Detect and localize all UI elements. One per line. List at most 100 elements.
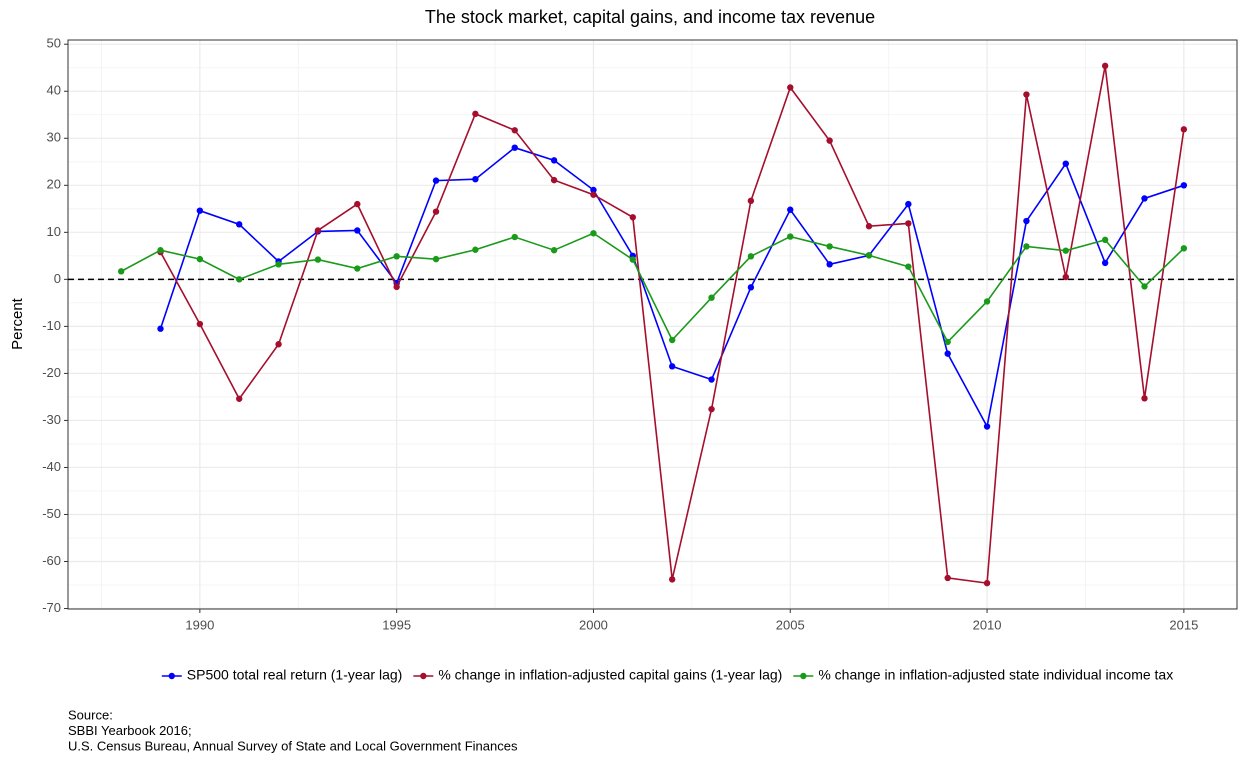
data-point [314,256,322,263]
x-tick-label: 2005 [776,617,805,632]
y-tick-label: -20 [42,365,61,380]
data-point [747,197,755,205]
y-tick-label: -40 [42,459,61,474]
data-point [157,325,164,332]
data-point [1023,91,1030,98]
data-point [432,255,440,263]
legend-swatch [800,672,807,680]
data-point [196,207,204,214]
x-tick-label: 1995 [382,617,411,632]
data-point [1180,126,1188,133]
data-point [590,191,597,198]
y-tick-label: 40 [47,83,61,98]
data-point [1180,182,1188,189]
data-point [236,276,243,283]
data-point [511,127,518,134]
data-point [983,423,991,430]
data-point [747,284,755,291]
y-tick-label: -60 [42,553,61,568]
data-point [1141,395,1148,402]
data-point [787,84,794,91]
data-point [157,247,164,254]
data-point [472,110,479,118]
legend-swatch [420,672,427,680]
legend-label: % change in inflation-adjusted capital g… [438,667,782,683]
data-point [550,176,558,184]
data-point [708,294,715,301]
data-point [708,405,715,413]
legend-label: % change in inflation-adjusted state ind… [818,667,1173,683]
data-point [314,227,322,234]
data-point [472,175,479,183]
data-point [865,252,873,259]
data-point [511,233,518,241]
data-point [826,137,833,144]
data-point [354,227,361,234]
legend-label: SP500 total real return (1-year lag) [187,667,403,683]
caption: Source: [68,707,113,722]
y-axis-label: Percent [9,297,26,350]
data-point [708,376,715,383]
series-line [159,65,1185,585]
x-tick-label: 1990 [185,617,214,632]
y-tick-label: -70 [42,600,61,615]
data-point [1023,217,1030,225]
data-point [117,268,125,275]
data-point [787,233,794,240]
data-point [787,206,794,213]
series-line [120,232,1185,344]
data-point [1141,283,1148,290]
y-tick-label: 0 [54,271,61,286]
data-point [905,220,912,227]
data-point [1101,259,1109,267]
data-point [550,247,558,254]
data-point [944,350,951,357]
y-tick-label: 10 [47,224,61,239]
data-point [354,200,361,208]
data-point [1062,247,1069,254]
data-point [236,395,243,402]
y-tick-label: -10 [42,318,61,333]
x-tick-label: 2010 [973,617,1002,632]
data-point [865,223,873,230]
data-point [472,246,479,253]
data-point [983,298,991,305]
y-tick-label: 50 [47,36,61,51]
data-point [905,263,912,270]
x-tick-label: 2000 [579,617,608,632]
data-point [432,208,440,215]
data-point [196,255,204,263]
data-point [1062,160,1069,167]
data-point [629,214,637,221]
data-point [905,200,912,208]
data-point [983,579,991,587]
caption: SBBI Yearbook 2016; [68,723,192,738]
data-point [629,256,637,263]
data-point [826,261,833,268]
data-point [354,265,361,272]
caption: U.S. Census Bureau, Annual Survey of Sta… [68,738,518,753]
data-point [550,157,558,164]
data-point [944,338,951,346]
data-point [747,253,755,260]
data-point [668,576,676,583]
legend-swatch [168,672,175,680]
data-point [1101,236,1109,244]
data-point [432,177,440,184]
data-point [1180,245,1188,252]
data-point [1062,273,1069,281]
y-tick-label: 30 [47,130,61,145]
data-point [1023,243,1030,250]
legend: SP500 total real return (1-year lag) % ch… [161,667,1173,683]
y-tick-label: 20 [47,177,61,192]
data-point [944,574,951,582]
data-point [1141,195,1148,202]
data-point [668,363,676,370]
data-point [236,221,243,228]
data-point [196,320,204,328]
data-point [826,243,833,250]
series-line [159,146,1185,429]
data-point [511,144,518,151]
